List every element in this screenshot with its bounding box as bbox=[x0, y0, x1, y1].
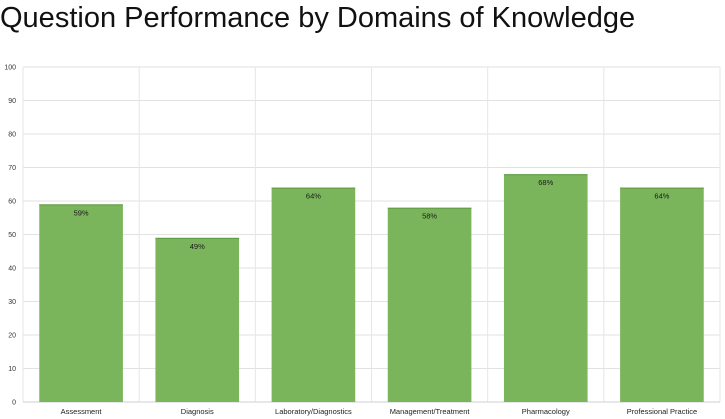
bar-professional-practice bbox=[620, 187, 704, 402]
y-tick-label: 50 bbox=[8, 232, 16, 239]
y-tick-label: 60 bbox=[8, 199, 16, 206]
data-label: 49% bbox=[190, 242, 205, 251]
x-axis-categories: Assessment Diagnosis Laboratory/Diagnostic… bbox=[61, 407, 697, 416]
x-category-label: Pharmacology bbox=[522, 407, 570, 416]
bar-assessment bbox=[39, 204, 123, 402]
x-category-label: Diagnosis bbox=[181, 407, 214, 416]
y-tick-label: 80 bbox=[8, 132, 16, 139]
data-label: 59% bbox=[74, 208, 89, 217]
y-tick-label: 10 bbox=[8, 366, 16, 373]
x-category-label: Management/Treatment bbox=[390, 407, 471, 416]
data-labels: 59% 49% 64% 58% 68% 64% bbox=[74, 178, 670, 251]
y-tick-label: 0 bbox=[12, 400, 16, 407]
data-label: 68% bbox=[538, 178, 553, 187]
bar-management-treatment bbox=[387, 207, 472, 402]
bars bbox=[39, 174, 704, 402]
data-label: 64% bbox=[654, 192, 669, 201]
bar-laboratory-diagnostics bbox=[271, 187, 356, 402]
bar-diagnosis bbox=[155, 237, 240, 402]
y-tick-label: 70 bbox=[8, 165, 16, 172]
x-category-label: Assessment bbox=[61, 407, 103, 416]
y-tick-label: 90 bbox=[8, 98, 16, 105]
data-label: 58% bbox=[422, 212, 437, 221]
x-category-label: Laboratory/Diagnostics bbox=[275, 407, 352, 416]
y-tick-label: 100 bbox=[4, 65, 16, 72]
y-axis-ticks: 0 10 20 30 40 50 60 70 80 90 100 bbox=[4, 65, 16, 407]
y-tick-label: 40 bbox=[8, 266, 16, 273]
data-label: 64% bbox=[306, 192, 321, 201]
chart-title: Question Performance by Domains of Knowl… bbox=[0, 2, 636, 34]
y-tick-label: 20 bbox=[8, 333, 16, 340]
bar-pharmacology bbox=[503, 174, 588, 402]
gridlines bbox=[22, 66, 721, 403]
x-category-label: Professional Practice bbox=[627, 407, 697, 416]
y-tick-label: 30 bbox=[8, 299, 16, 306]
